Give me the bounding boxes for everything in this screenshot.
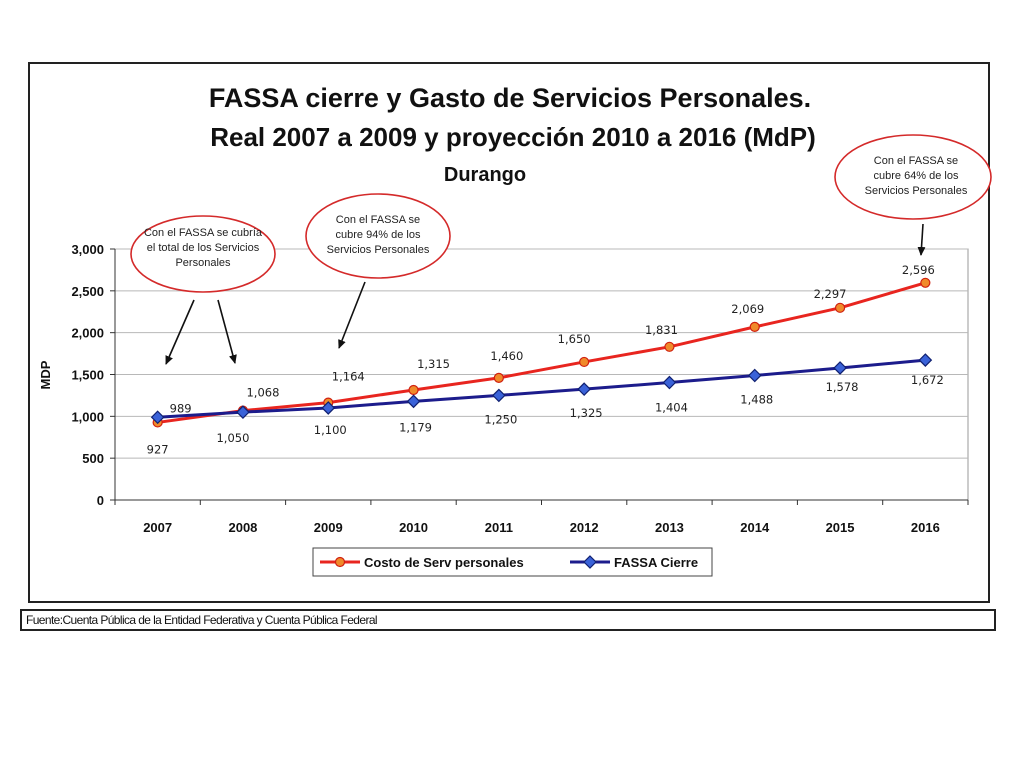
data-label: 1,488 (740, 393, 773, 407)
x-tick-label: 2008 (228, 520, 257, 535)
series-point (579, 356, 590, 368)
series-point (321, 401, 336, 415)
x-tick-label: 2009 (314, 520, 343, 535)
y-axis-label: MDP (38, 360, 53, 389)
legend-label: FASSA Cierre (614, 555, 698, 570)
data-label: 1,578 (826, 380, 859, 394)
annotation-text: Personales (175, 257, 231, 269)
y-tick-label: 2,000 (71, 326, 104, 341)
x-tick-label: 2011 (485, 520, 513, 535)
annotation-text: Servicios Personales (327, 244, 430, 256)
annotation-text: Servicios Personales (865, 185, 968, 197)
series-point (406, 394, 421, 409)
data-label: 1,650 (558, 332, 591, 346)
data-label: 1,460 (490, 349, 523, 363)
data-label: 1,315 (417, 357, 450, 371)
series-point (662, 375, 677, 390)
annotation-arrow (338, 281, 366, 349)
annotation-bubble (305, 193, 451, 279)
annotation-arrow (165, 299, 195, 365)
annotation-text: el total de los Servicios (147, 242, 260, 254)
chart-subtitle: Real 2007 a 2009 y proyección 2010 a 201… (210, 122, 816, 152)
y-tick-label: 0 (97, 493, 104, 508)
series-point (920, 277, 931, 288)
data-label: 1,404 (655, 401, 688, 415)
annotation-bubble (834, 134, 992, 220)
x-tick-label: 2016 (911, 520, 940, 535)
legend: Costo de Serv personales FASSA Cierre (312, 547, 713, 577)
x-tick-label: 2015 (826, 520, 855, 535)
data-label: 2,297 (814, 287, 847, 301)
series-line (157, 281, 926, 424)
y-tick-label: 1,500 (71, 368, 104, 383)
data-label: 927 (147, 442, 169, 456)
series-point (833, 361, 847, 375)
data-label: 1,179 (399, 420, 432, 434)
series-point (577, 382, 591, 396)
series-point (493, 372, 504, 383)
series-point (236, 405, 250, 419)
annotation-bubble (130, 215, 276, 293)
legend-marker (334, 556, 346, 568)
series-line (157, 358, 926, 419)
series-point (918, 353, 933, 367)
plot-area: 0 500 1,000 1,500 2,000 2,500 3,000 2007 2008 200… (71, 242, 969, 535)
series-point (747, 368, 762, 383)
x-tick-label: 2014 (740, 520, 770, 535)
annotations: Con el FASSA se cubría el total de los Se… (130, 134, 992, 365)
x-tick-label: 2010 (399, 520, 428, 535)
data-label: 2,069 (731, 302, 764, 316)
annotation-arrow (217, 299, 237, 364)
y-tick-label: 2,500 (71, 284, 104, 299)
source-note: Fuente:Cuenta Pública de la Entidad Fede… (26, 613, 378, 627)
legend-label: Costo de Serv personales (364, 555, 524, 570)
annotation-text: Con el FASSA se cubría (144, 227, 263, 239)
data-label: 1,672 (911, 373, 944, 387)
annotation-text: cubre 64% de los (874, 170, 959, 182)
series-point (664, 341, 675, 352)
data-label: 1,050 (216, 431, 249, 445)
x-tick-label: 2007 (143, 520, 172, 535)
series-point (492, 388, 506, 403)
legend-marker (583, 555, 597, 569)
data-label: 1,068 (246, 386, 279, 400)
series-point (408, 384, 419, 396)
chart-region: Durango (444, 164, 526, 186)
data-label: 1,831 (645, 323, 678, 337)
annotation-text: Con el FASSA se (336, 214, 420, 226)
annotation-text: Con el FASSA se (874, 155, 958, 167)
data-label: 2,596 (902, 263, 935, 277)
series-point (749, 321, 760, 332)
data-label: 1,164 (332, 370, 365, 384)
source-box: Fuente:Cuenta Pública de la Entidad Fede… (20, 609, 996, 631)
data-label: 989 (170, 401, 192, 415)
y-tick-label: 1,000 (71, 409, 104, 424)
x-tick-label: 2012 (570, 520, 599, 535)
y-tick-label: 500 (82, 451, 104, 466)
data-label: 1,325 (570, 406, 603, 420)
series-point (834, 302, 846, 313)
series-point (150, 410, 165, 425)
x-tick-label: 2013 (655, 520, 684, 535)
chart-title: FASSA cierre y Gasto de Servicios Person… (209, 83, 811, 113)
data-label: 1,250 (484, 412, 517, 426)
legend-box (312, 547, 713, 577)
annotation-text: cubre 94% de los (336, 229, 421, 241)
annotation-arrow (917, 223, 926, 256)
y-tick-label: 3,000 (71, 242, 104, 257)
data-label: 1,100 (314, 423, 347, 437)
